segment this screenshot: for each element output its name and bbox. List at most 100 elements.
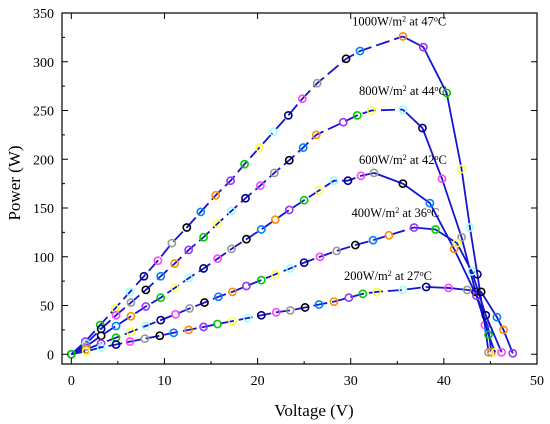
data-point (126, 298, 136, 307)
x-tick-label: 20 (251, 374, 265, 389)
y-tick-label: 50 (40, 300, 54, 315)
data-point (398, 285, 408, 295)
data-point (126, 327, 136, 337)
series-label: 800W/m2 at 44oC (359, 83, 447, 98)
data-point (156, 293, 166, 303)
data-point (350, 240, 360, 250)
data-point (141, 302, 151, 311)
data-point (398, 105, 408, 114)
x-tick-label: 50 (530, 374, 544, 389)
y-tick-label: 350 (33, 7, 54, 22)
x-tick-label: 0 (68, 374, 75, 389)
series-line-falling (373, 172, 496, 353)
x-axis-title: Voltage (V) (274, 401, 353, 420)
data-point (314, 186, 324, 195)
data-point (242, 234, 251, 244)
series-label-part: 2 (388, 269, 392, 278)
data-point (425, 198, 435, 208)
data-point (284, 205, 294, 215)
data-point (141, 285, 151, 295)
data-point (227, 206, 236, 216)
series (66, 168, 500, 359)
data-point (271, 307, 281, 317)
data-point (256, 310, 266, 320)
data-point (344, 293, 354, 303)
series-label-part: at 47 (406, 15, 434, 29)
y-tick-label: 0 (47, 348, 54, 363)
data-point (111, 321, 121, 331)
data-point (398, 179, 408, 189)
data-point (299, 195, 309, 205)
series-layer (66, 32, 518, 359)
y-axis-title: Power (W) (5, 145, 24, 220)
series-label-part: at 27 (392, 269, 420, 283)
data-point (442, 88, 452, 98)
series-label-part: 2 (395, 205, 399, 214)
data-point (311, 130, 321, 140)
data-point (126, 311, 136, 321)
y-tick-label: 150 (33, 202, 54, 217)
series-label-part: at 44 (407, 84, 436, 98)
series (66, 223, 507, 359)
data-point (332, 246, 342, 256)
data-point (213, 319, 222, 329)
data-point (200, 298, 209, 307)
series-label-part: 2 (403, 83, 407, 92)
data-point (329, 176, 339, 186)
data-point (444, 283, 453, 293)
data-point (476, 287, 486, 297)
axes: 0 10 20 30 40 50 0 50 100 150 200 250 300 350 (33, 7, 544, 389)
series (66, 32, 493, 359)
data-point (242, 313, 252, 323)
y-tick-label: 250 (33, 105, 54, 120)
series-line-rising (70, 35, 404, 355)
data-point (467, 266, 477, 276)
data-point (153, 256, 163, 266)
data-point (228, 287, 237, 297)
data-point (315, 252, 325, 262)
data-point (398, 32, 408, 41)
series-label-part: C (438, 153, 446, 167)
data-point (81, 342, 91, 351)
series-label: 600W/m2 at 42oC (359, 153, 447, 168)
data-point (366, 106, 376, 115)
data-point (184, 325, 194, 335)
data-point (457, 232, 466, 242)
data-point (256, 225, 266, 234)
data-point (283, 110, 293, 120)
data-point (418, 123, 427, 133)
data-point (285, 264, 295, 273)
data-point (437, 174, 447, 184)
data-point (184, 273, 194, 283)
series-label-part: 1000W/m (352, 15, 402, 29)
data-point (242, 281, 251, 291)
data-point (255, 143, 264, 152)
data-point (156, 315, 166, 325)
series-label-part: C (424, 269, 432, 283)
data-point (214, 292, 223, 302)
data-point (497, 347, 507, 357)
data-point (508, 348, 518, 358)
data-point (312, 78, 322, 88)
data-point (256, 275, 266, 285)
data-point (169, 328, 179, 338)
series-label-part: 2 (402, 14, 406, 23)
data-point (300, 303, 310, 312)
data-point (418, 42, 428, 52)
series-label-part: o (434, 83, 438, 92)
data-point (125, 337, 135, 346)
data-point (465, 223, 475, 232)
data-point (355, 46, 365, 56)
data-point (484, 330, 493, 340)
data-point (111, 310, 121, 320)
series-label-part: 2 (403, 153, 407, 162)
data-point (270, 269, 280, 279)
series-line-falling (402, 108, 493, 353)
data-point (421, 282, 431, 292)
series-line-rising (71, 226, 415, 356)
series-line-falling (426, 286, 514, 354)
data-point (240, 159, 249, 169)
plot-frame (61, 12, 538, 365)
